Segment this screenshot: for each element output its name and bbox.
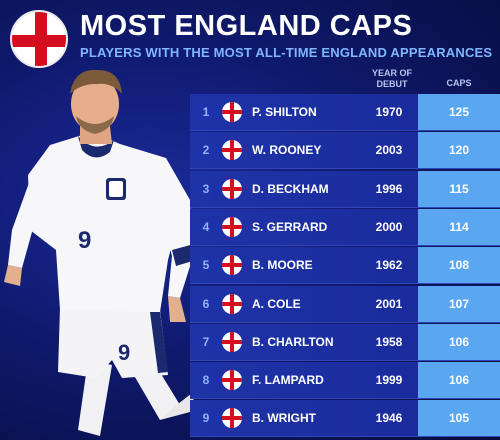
debut-year: 1958 [375, 334, 403, 349]
rank-number: 3 [202, 181, 210, 196]
caps-count: 120 [448, 143, 470, 158]
caps-count: 106 [448, 334, 470, 349]
caps-cell-background [418, 400, 500, 437]
rank-number: 6 [202, 296, 210, 311]
table-row: 3 D. BECKHAM 1996 115 [190, 170, 500, 208]
table-row: 9 B. WRIGHT 1946 105 [190, 400, 500, 438]
caps-cell-background [418, 132, 500, 169]
rank-number: 4 [202, 219, 210, 234]
caps-count: 106 [448, 373, 470, 388]
shirt-number: 9 [78, 227, 91, 254]
england-flag-icon [222, 255, 242, 276]
caps-header: CAPS [446, 78, 472, 88]
england-flag-icon [222, 178, 242, 199]
england-flag-icon [222, 102, 242, 122]
caps-cell-background [418, 247, 500, 284]
player-name: D. BECKHAM [252, 181, 329, 196]
caps-cell-background [418, 362, 500, 399]
caps-count: 114 [449, 219, 469, 234]
table-row: 6 A. COLE 2001 107 [190, 285, 500, 323]
debut-year: 1970 [375, 105, 403, 119]
rank-number: 8 [202, 373, 210, 388]
england-flag-icon [222, 140, 242, 161]
debut-year: 1962 [375, 258, 403, 273]
player-name: S. GERRARD [252, 219, 328, 234]
rank-number: 9 [202, 411, 210, 426]
debut-year: 1996 [375, 181, 403, 196]
player-name: F. LAMPARD [252, 373, 324, 388]
caps-cell-background [418, 285, 500, 322]
england-flag-icon [222, 331, 242, 352]
england-flag-icon [222, 293, 242, 314]
caps-cell-background [418, 208, 500, 245]
caps-count: 125 [448, 105, 470, 119]
year-of-debut-header: YEAR OF DEBUT [371, 68, 412, 89]
rank-number: 1 [202, 105, 210, 119]
debut-year: 2001 [375, 296, 403, 311]
rank-number: 7 [202, 334, 210, 349]
caps-count: 107 [448, 296, 470, 311]
table-row: 4 S. GERRARD 2000 114 [190, 208, 500, 246]
rank-number: 2 [202, 143, 210, 158]
debut-year: 2000 [375, 219, 403, 234]
table-row: 8 F. LAMPARD 1999 106 [190, 362, 500, 400]
caps-table: 1 P. SHILTON 1970 125 2 W. ROONEY 2003 120 3 D. B… [190, 94, 500, 440]
table-row: 7 B. CHARLTON 1958 106 [190, 323, 500, 361]
table-row: 5 B. MOORE 1962 108 [190, 247, 500, 285]
rank-number: 5 [202, 258, 210, 273]
shorts-number: 9 [118, 340, 130, 365]
player-name: P. SHILTON [252, 105, 317, 119]
england-flag-icon [222, 370, 242, 391]
caps-cell-background [418, 94, 500, 130]
caps-count: 108 [448, 258, 470, 273]
player-name: W. ROONEY [252, 143, 322, 158]
page-title: MOST ENGLAND CAPS [80, 10, 413, 42]
debut-year: 1946 [375, 411, 403, 426]
debut-year: 1999 [375, 373, 403, 388]
page-subtitle: PLAYERS WITH THE MOST ALL-TIME ENGLAND A… [80, 45, 493, 60]
england-flag-icon [222, 216, 242, 237]
player-name: B. WRIGHT [252, 411, 316, 426]
england-flag-icon [222, 408, 242, 429]
table-row: 1 P. SHILTON 1970 125 [190, 94, 500, 131]
player-name: B. CHARLTON [252, 334, 334, 349]
caps-cell-background [418, 170, 500, 207]
table-row: 2 W. ROONEY 2003 120 [190, 132, 500, 170]
caps-count: 115 [449, 181, 469, 196]
debut-year: 2003 [375, 143, 403, 158]
player-name: B. MOORE [252, 258, 313, 273]
caps-cell-background [418, 323, 500, 360]
england-flag-badge [10, 10, 68, 68]
player-name: A. COLE [252, 296, 301, 311]
caps-count: 105 [448, 411, 470, 426]
player-illustration: 9 9 [4, 69, 196, 436]
